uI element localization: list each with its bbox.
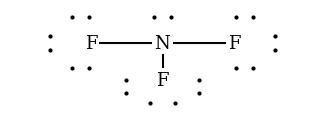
Text: F: F xyxy=(228,34,240,52)
Text: F: F xyxy=(85,34,97,52)
Text: F: F xyxy=(156,71,169,89)
Text: N: N xyxy=(155,34,170,52)
